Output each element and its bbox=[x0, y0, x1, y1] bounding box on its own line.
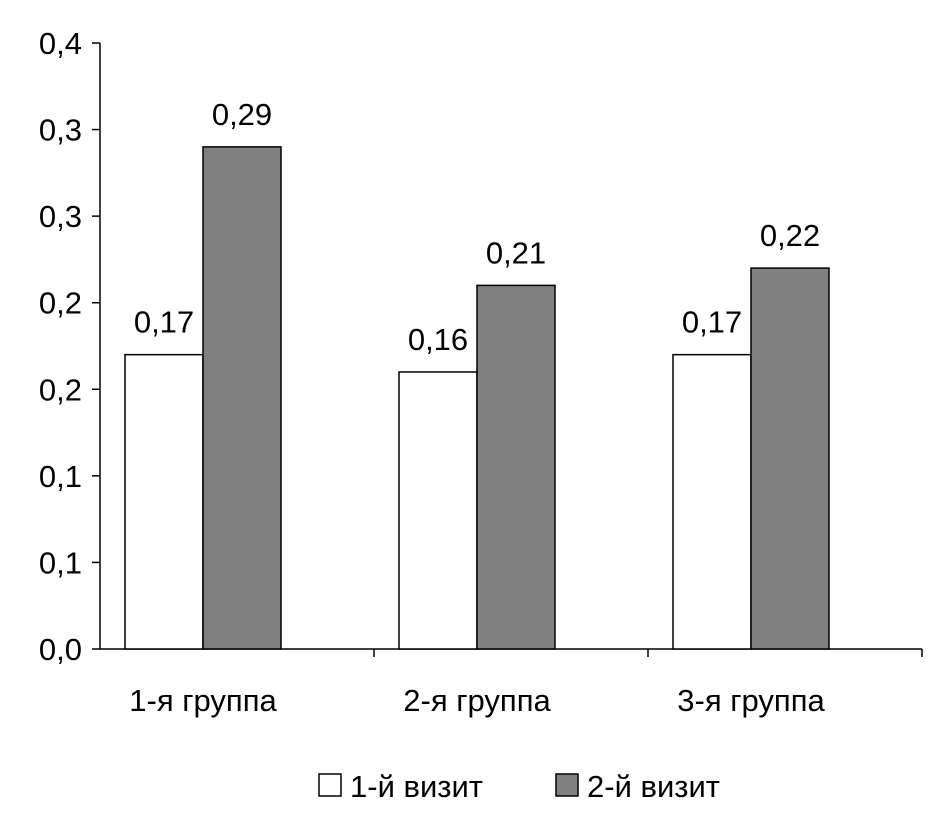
axes: 0,0 0,1 0,1 0,2 0,2 0,3 0,3 0,4 1-я группа 2-я гр… bbox=[39, 26, 923, 718]
bar-2-2 bbox=[476, 284, 556, 650]
y-tick-label: 0,3 bbox=[39, 199, 82, 234]
legend-label-1: 1-й визит bbox=[350, 769, 483, 804]
bars: 0,17 0,29 0,16 0,21 0,17 0,22 bbox=[124, 97, 830, 650]
y-tick-label: 0,4 bbox=[39, 26, 82, 61]
x-tick-label: 3-я группа bbox=[677, 683, 825, 718]
data-label: 0,16 bbox=[408, 322, 468, 357]
legend: 1-й визит 2-й визит bbox=[318, 769, 720, 804]
data-label: 0,22 bbox=[760, 218, 820, 253]
bar-1-3 bbox=[672, 353, 752, 650]
legend-swatch-2 bbox=[555, 773, 579, 797]
data-label: 0,17 bbox=[134, 305, 194, 340]
y-tick-label: 0,2 bbox=[39, 286, 82, 321]
data-label: 0,17 bbox=[682, 305, 742, 340]
y-tick-label: 0,2 bbox=[39, 372, 82, 407]
bar-1-2 bbox=[398, 371, 478, 650]
y-tick-label: 0,1 bbox=[39, 459, 82, 494]
legend-swatch-1 bbox=[318, 773, 342, 797]
y-tick-label: 0,1 bbox=[39, 545, 82, 580]
y-tick-label: 0,0 bbox=[39, 632, 82, 667]
legend-label-2: 2-й визит bbox=[587, 769, 720, 804]
bar-2-3 bbox=[750, 267, 830, 650]
data-label: 0,29 bbox=[212, 97, 272, 132]
y-tick-label: 0,3 bbox=[39, 113, 82, 148]
data-label: 0,21 bbox=[486, 235, 546, 270]
x-tick-label: 1-я группа bbox=[129, 683, 277, 718]
bar-2-1 bbox=[202, 146, 282, 650]
x-tick-label: 2-я группа bbox=[403, 683, 551, 718]
bar-1-1 bbox=[124, 353, 204, 650]
